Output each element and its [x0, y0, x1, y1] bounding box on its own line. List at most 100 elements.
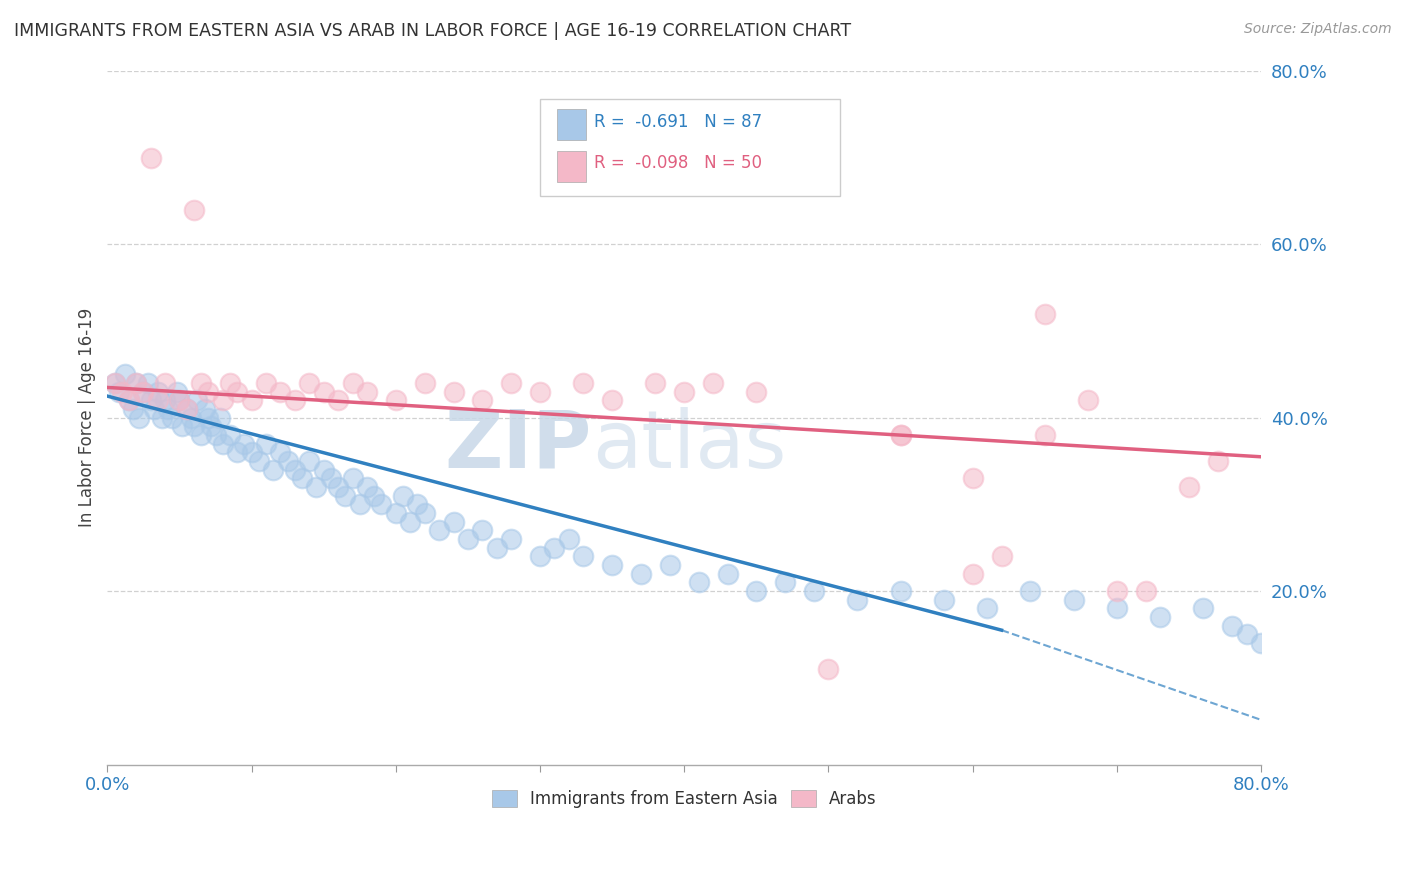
Point: [166, 384, 188, 399]
Point: [1077, 393, 1099, 408]
Point: [501, 532, 523, 546]
Point: [162, 410, 184, 425]
Point: [197, 384, 219, 399]
Text: ZIP: ZIP: [444, 407, 592, 484]
Point: [200, 419, 222, 434]
Point: [114, 368, 136, 382]
Point: [190, 428, 212, 442]
Text: R =  -0.098   N = 50: R = -0.098 N = 50: [595, 154, 762, 172]
Point: [406, 498, 429, 512]
Point: [349, 498, 371, 512]
Point: [399, 515, 422, 529]
Text: R =  -0.691   N = 87: R = -0.691 N = 87: [595, 112, 762, 131]
Point: [291, 471, 314, 485]
Point: [150, 410, 173, 425]
Point: [169, 393, 191, 408]
Point: [254, 376, 277, 390]
Point: [156, 402, 179, 417]
Point: [1105, 584, 1128, 599]
Point: [1220, 619, 1243, 633]
Point: [269, 384, 291, 399]
Point: [176, 402, 198, 417]
Point: [233, 437, 256, 451]
Point: [190, 376, 212, 390]
Text: atlas: atlas: [592, 407, 786, 484]
Point: [211, 437, 233, 451]
Point: [932, 592, 955, 607]
Point: [183, 202, 205, 217]
Point: [385, 393, 408, 408]
Point: [529, 384, 551, 399]
Point: [197, 410, 219, 425]
Point: [172, 419, 194, 434]
Point: [104, 376, 127, 390]
Point: [204, 428, 226, 442]
Point: [284, 393, 307, 408]
Point: [312, 463, 335, 477]
Point: [125, 376, 148, 390]
Point: [153, 376, 176, 390]
Point: [392, 489, 415, 503]
Point: [1063, 592, 1085, 607]
Point: [108, 384, 131, 399]
Point: [169, 393, 191, 408]
Point: [142, 402, 165, 417]
Point: [1135, 584, 1157, 599]
Point: [846, 592, 869, 607]
Point: [962, 566, 984, 581]
Point: [529, 549, 551, 564]
Point: [558, 532, 581, 546]
Y-axis label: In Labor Force | Age 16-19: In Labor Force | Age 16-19: [79, 308, 96, 527]
Point: [413, 376, 436, 390]
Point: [363, 489, 385, 503]
Text: Source: ZipAtlas.com: Source: ZipAtlas.com: [1244, 22, 1392, 37]
FancyBboxPatch shape: [557, 151, 586, 182]
Point: [600, 558, 623, 573]
Point: [122, 402, 145, 417]
Point: [298, 376, 321, 390]
Legend: Immigrants from Eastern Asia, Arabs: Immigrants from Eastern Asia, Arabs: [485, 784, 883, 815]
Point: [543, 541, 565, 555]
Point: [111, 384, 134, 399]
Point: [326, 393, 349, 408]
Point: [1019, 584, 1042, 599]
Point: [890, 428, 912, 442]
Point: [890, 584, 912, 599]
Point: [342, 376, 364, 390]
Point: [226, 384, 249, 399]
Point: [254, 437, 277, 451]
Point: [673, 384, 696, 399]
Point: [572, 549, 595, 564]
Point: [990, 549, 1012, 564]
Point: [572, 376, 595, 390]
Point: [211, 393, 233, 408]
Point: [803, 584, 825, 599]
Point: [118, 393, 141, 408]
Text: IMMIGRANTS FROM EASTERN ASIA VS ARAB IN LABOR FORCE | AGE 16-19 CORRELATION CHAR: IMMIGRANTS FROM EASTERN ASIA VS ARAB IN …: [14, 22, 851, 40]
Point: [413, 506, 436, 520]
Point: [485, 541, 508, 555]
Point: [1149, 610, 1171, 624]
Point: [644, 376, 666, 390]
Point: [1192, 601, 1215, 615]
Point: [817, 662, 839, 676]
Point: [132, 384, 155, 399]
Point: [1178, 480, 1201, 494]
Point: [342, 471, 364, 485]
Point: [186, 393, 208, 408]
Point: [312, 384, 335, 399]
Point: [716, 566, 738, 581]
Point: [269, 445, 291, 459]
Point: [277, 454, 299, 468]
Point: [104, 376, 127, 390]
Point: [471, 393, 494, 408]
Point: [125, 376, 148, 390]
FancyBboxPatch shape: [540, 99, 839, 196]
Point: [443, 384, 465, 399]
FancyBboxPatch shape: [557, 109, 586, 140]
Point: [219, 428, 242, 442]
Point: [146, 384, 169, 399]
Point: [194, 402, 217, 417]
Point: [702, 376, 724, 390]
Point: [773, 575, 796, 590]
